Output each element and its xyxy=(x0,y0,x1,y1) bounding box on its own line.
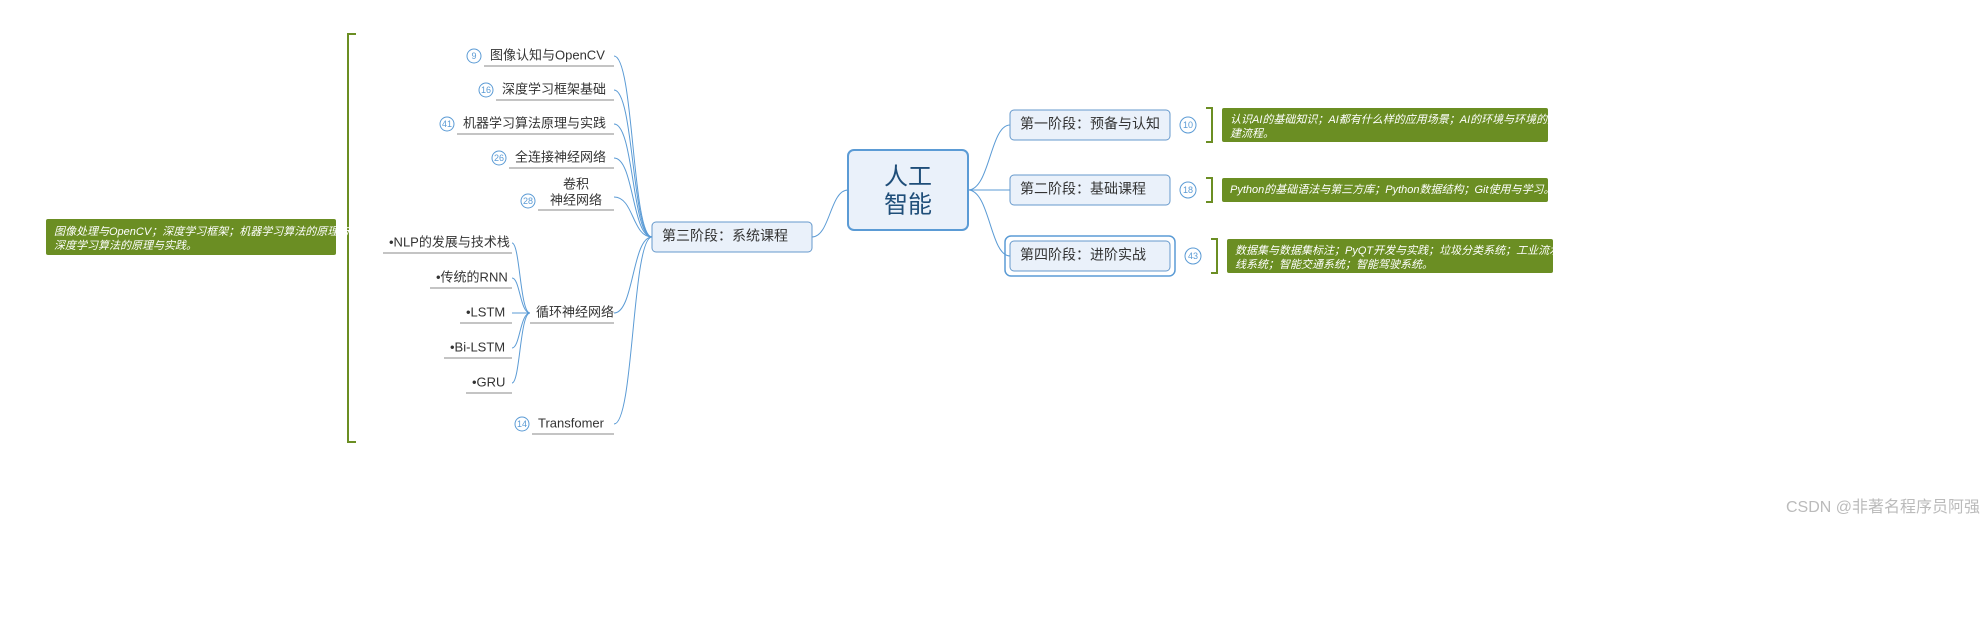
stage4-desc: 数据集与数据集标注；PyQT开发与实践；垃圾分类系统；工业流水 线系统；智能交通… xyxy=(1227,239,1561,273)
stage1-node[interactable]: 第一阶段：预备与认知 xyxy=(1010,110,1170,140)
stage4-label: 第四阶段：进阶实战 xyxy=(1020,247,1146,263)
svg-text:深度学习框架基础: 深度学习框架基础 xyxy=(502,81,606,96)
stage3-label: 第三阶段：系统课程 xyxy=(662,228,788,244)
svg-text:16: 16 xyxy=(481,85,491,95)
root-label-1: 人工 xyxy=(884,163,932,190)
stage3-node[interactable]: 第三阶段：系统课程 xyxy=(652,222,812,252)
svg-text:Python的基础语法与第三方库；Python数据结构；Gi: Python的基础语法与第三方库；Python数据结构；Git使用与学习。 xyxy=(1230,183,1555,196)
svg-text:14: 14 xyxy=(517,419,527,429)
link-root-stage1 xyxy=(968,125,1010,190)
svg-text:图像认知与OpenCV: 图像认知与OpenCV xyxy=(490,47,605,62)
svg-text:9: 9 xyxy=(471,51,476,61)
svg-text:26: 26 xyxy=(494,153,504,163)
rnn-child-nlp[interactable]: •NLP的发展与技术栈 xyxy=(383,234,512,253)
svg-text:•Bi-LSTM: •Bi-LSTM xyxy=(450,339,505,354)
link-root-stage3 xyxy=(812,190,848,237)
topic-fc[interactable]: 全连接神经网络 xyxy=(509,149,614,168)
svg-text:Transfomer: Transfomer xyxy=(538,415,605,430)
topic-cnn[interactable]: 卷积 神经网络 xyxy=(538,176,614,210)
svg-text:41: 41 xyxy=(442,119,452,129)
stage4-node[interactable]: 第四阶段：进阶实战 xyxy=(1005,236,1175,276)
stage1-desc: 认识AI的基础知识；AI都有什么样的应用场景；AI的环境与环境的搭 建流程。 xyxy=(1222,108,1560,142)
stage2-node[interactable]: 第二阶段：基础课程 xyxy=(1010,175,1170,205)
stage1-label: 第一阶段：预备与认知 xyxy=(1020,116,1160,132)
svg-text:全连接神经网络: 全连接神经网络 xyxy=(515,149,606,164)
svg-text:卷积: 卷积 xyxy=(563,176,589,191)
topic-dlframework[interactable]: 深度学习框架基础 xyxy=(496,81,614,100)
root-label-2: 智能 xyxy=(884,191,932,218)
svg-text:图像处理与OpenCV；深度学习框架；机器学习算法的原理与实: 图像处理与OpenCV；深度学习框架；机器学习算法的原理与实践； xyxy=(54,225,382,238)
topic-rnn[interactable]: 循环神经网络 xyxy=(530,304,614,323)
svg-text:线系统；智能交通系统；智能驾驶系统。: 线系统；智能交通系统；智能驾驶系统。 xyxy=(1235,258,1433,271)
svg-text:•NLP的发展与技术栈: •NLP的发展与技术栈 xyxy=(389,234,510,249)
stage2-desc: Python的基础语法与第三方库；Python数据结构；Git使用与学习。 xyxy=(1222,178,1555,202)
stage1-badge-text: 10 xyxy=(1183,120,1193,130)
svg-text:28: 28 xyxy=(523,196,533,206)
stage1-bracket xyxy=(1206,108,1212,142)
svg-text:•GRU: •GRU xyxy=(472,374,505,389)
link-root-stage4 xyxy=(968,190,1010,256)
svg-text:深度学习算法的原理与实践。: 深度学习算法的原理与实践。 xyxy=(54,239,197,252)
rnn-child-bilstm[interactable]: •Bi-LSTM xyxy=(444,339,512,358)
stage4-bracket xyxy=(1211,239,1217,273)
svg-text:建流程。: 建流程。 xyxy=(1230,127,1274,140)
svg-text:认识AI的基础知识；AI都有什么样的应用场景；AI的环境与环: 认识AI的基础知识；AI都有什么样的应用场景；AI的环境与环境的搭 xyxy=(1230,113,1560,126)
topic-transformer[interactable]: Transfomer xyxy=(532,415,614,434)
stage2-bracket xyxy=(1206,178,1212,202)
watermark: CSDN @非著名程序员阿强 xyxy=(1786,498,1980,516)
rnn-child-lstm[interactable]: •LSTM xyxy=(460,304,512,323)
svg-text:循环神经网络: 循环神经网络 xyxy=(536,304,614,319)
topic-opencv[interactable]: 图像认知与OpenCV xyxy=(484,47,614,66)
stage2-badge-text: 18 xyxy=(1183,185,1193,195)
stage3-desc: 图像处理与OpenCV；深度学习框架；机器学习算法的原理与实践； 深度学习算法的… xyxy=(46,219,382,255)
svg-text:•传统的RNN: •传统的RNN xyxy=(436,269,508,284)
root-node[interactable]: 人工 智能 xyxy=(848,150,968,230)
rnn-child-rnn[interactable]: •传统的RNN xyxy=(430,269,512,288)
svg-text:•LSTM: •LSTM xyxy=(466,304,505,319)
svg-text:数据集与数据集标注；PyQT开发与实践；垃圾分类系统；工业流: 数据集与数据集标注；PyQT开发与实践；垃圾分类系统；工业流水 xyxy=(1235,244,1561,257)
mindmap-canvas: 人工 智能 第三阶段：系统课程 第一阶段：预备与认知 10 认识AI的基础知识；… xyxy=(0,0,1988,630)
stage2-label: 第二阶段：基础课程 xyxy=(1020,181,1146,197)
svg-text:神经网络: 神经网络 xyxy=(550,192,602,207)
topic-ml[interactable]: 机器学习算法原理与实践 xyxy=(457,115,614,134)
rnn-child-gru[interactable]: •GRU xyxy=(466,374,512,393)
svg-text:机器学习算法原理与实践: 机器学习算法原理与实践 xyxy=(463,115,606,130)
stage4-badge-text: 43 xyxy=(1188,251,1198,261)
stage3-bracket xyxy=(348,34,356,442)
